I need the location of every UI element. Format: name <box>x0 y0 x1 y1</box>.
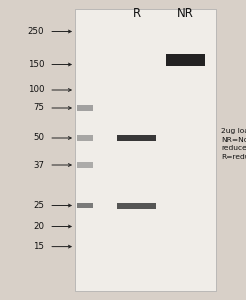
Bar <box>166 54 205 66</box>
Text: 37: 37 <box>33 160 44 169</box>
Text: 250: 250 <box>28 27 44 36</box>
Text: 25: 25 <box>33 201 44 210</box>
Text: R: R <box>132 7 141 20</box>
Bar <box>77 135 93 141</box>
Text: 150: 150 <box>28 60 44 69</box>
Text: 100: 100 <box>28 85 44 94</box>
Text: 50: 50 <box>33 134 44 142</box>
Bar <box>75 9 216 291</box>
Bar <box>117 135 156 141</box>
Text: NR: NR <box>177 7 194 20</box>
Bar <box>77 162 93 168</box>
Text: 15: 15 <box>33 242 44 251</box>
Bar <box>77 105 93 111</box>
Bar <box>77 203 93 208</box>
Text: 2ug loading
NR=Non-
reduced
R=reduced: 2ug loading NR=Non- reduced R=reduced <box>221 128 246 160</box>
Text: 75: 75 <box>33 103 44 112</box>
Text: 20: 20 <box>33 222 44 231</box>
Bar <box>117 202 156 208</box>
